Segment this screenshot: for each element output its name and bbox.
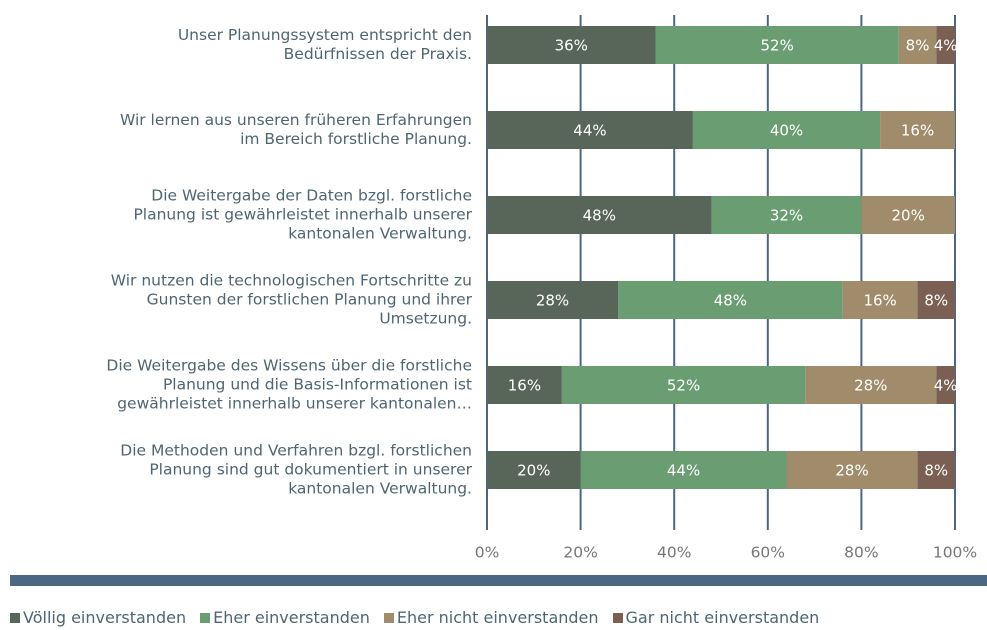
x-tick-label: 100% (933, 544, 977, 562)
legend-swatch (10, 613, 20, 623)
data-label: 16% (508, 377, 541, 395)
x-tick-label: 80% (844, 544, 878, 562)
category-label: Die Weitergabe der Daten bzgl. forstlich… (133, 186, 472, 243)
bar-segment (692, 111, 881, 149)
bar-segment (655, 26, 899, 64)
data-label: 16% (863, 292, 896, 310)
separator-band (10, 575, 987, 586)
legend-item: Gar nicht einverstanden (612, 608, 820, 627)
data-label: 4% (934, 37, 958, 55)
data-label: 4% (934, 377, 958, 395)
data-label: 44% (667, 462, 700, 480)
data-label: 44% (573, 122, 606, 140)
bar-segment (711, 196, 862, 234)
legend-swatch (612, 613, 623, 623)
category-label: Wir lernen aus unseren früheren Erfahrun… (119, 111, 472, 148)
data-label: 28% (835, 462, 868, 480)
bar-segment (487, 366, 562, 404)
data-label: 40% (770, 122, 803, 140)
legend-label: Eher nicht einverstanden (396, 608, 599, 627)
legend-swatch (383, 613, 394, 623)
category-label: Die Weitergabe des Wissens über die fors… (106, 356, 472, 413)
data-label: 28% (536, 292, 569, 310)
data-label: 32% (770, 207, 803, 225)
bar-segment (487, 111, 693, 149)
bar-segment (580, 451, 787, 489)
legend-label: Gar nicht einverstanden (625, 608, 820, 627)
legend-item: Völlig einverstanden (10, 608, 186, 627)
bar-segment (917, 281, 955, 319)
x-tick-label: 0% (475, 544, 500, 562)
data-label: 48% (714, 292, 747, 310)
legend-label: Eher einverstanden (213, 608, 370, 627)
data-label: 48% (583, 207, 616, 225)
legend: Völlig einverstanden Eher einverstanden Eh… (10, 608, 819, 627)
legend-item: Eher nicht einverstanden (383, 608, 599, 627)
legend-swatch (200, 613, 211, 623)
x-tick-label: 20% (563, 544, 597, 562)
data-label: 36% (555, 37, 588, 55)
bar-segment (936, 26, 955, 64)
bar-segment (487, 451, 581, 489)
bar-segment (861, 196, 955, 234)
data-label: 8% (924, 292, 948, 310)
bar-segment (487, 196, 712, 234)
data-label: 20% (517, 462, 550, 480)
data-label: 20% (892, 207, 925, 225)
bar-segment (618, 281, 843, 319)
bar-segment (842, 281, 918, 319)
x-tick-label: 60% (751, 544, 785, 562)
data-label: 8% (924, 462, 948, 480)
data-label: 16% (901, 122, 934, 140)
bar-segment (487, 281, 619, 319)
x-tick-label: 40% (657, 544, 691, 562)
data-label: 52% (667, 377, 700, 395)
data-label: 28% (854, 377, 887, 395)
bar-segment (936, 366, 955, 404)
category-label: Unser Planungssystem entspricht den Bedü… (177, 26, 472, 63)
legend-item: Eher einverstanden (200, 608, 370, 627)
bar-segment (898, 26, 937, 64)
bar-segment (487, 26, 656, 64)
data-label: 8% (906, 37, 930, 55)
bar-segment (880, 111, 955, 149)
bar-segment (786, 451, 918, 489)
category-label: Die Methoden und Verfahren bzgl. forstli… (120, 441, 472, 498)
legend-label: Völlig einverstanden (23, 608, 187, 627)
bar-segment (917, 451, 955, 489)
data-label: 52% (760, 37, 793, 55)
category-label: Wir nutzen die technologischen Fortschri… (110, 271, 472, 328)
bar-segment (561, 366, 806, 404)
bar-segment (805, 366, 937, 404)
